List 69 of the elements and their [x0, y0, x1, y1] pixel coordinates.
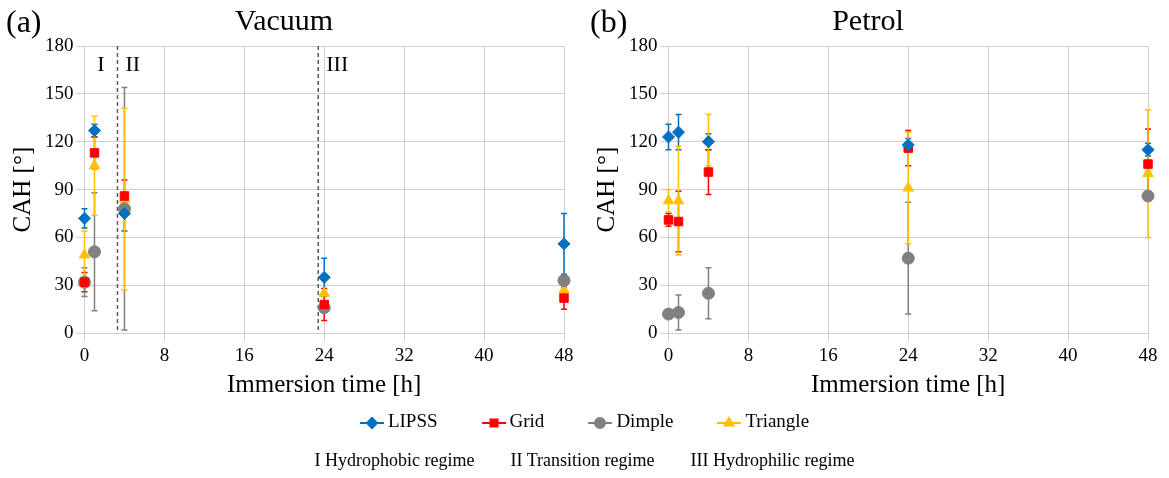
y-tick-label: 90	[54, 177, 74, 199]
point	[317, 270, 331, 284]
x-tick-label: 16	[234, 343, 254, 365]
y-tick-label: 0	[64, 321, 74, 343]
y-tick-label: 150	[45, 81, 74, 103]
point	[557, 237, 571, 251]
legend-label: Grid	[509, 410, 545, 431]
x-tick-label: 40	[1058, 343, 1078, 365]
x-tick-label: 32	[394, 343, 414, 365]
text: II Transition regime	[510, 450, 655, 470]
x-tick-label: 24	[314, 343, 335, 365]
text: (a)	[6, 3, 42, 40]
y-tick-label: 180	[629, 33, 658, 55]
point	[673, 216, 684, 227]
y-tick-label: 30	[638, 273, 658, 295]
x-axis-title: Immersion time [h]	[811, 369, 1006, 397]
legend-label: Triangle	[745, 410, 810, 431]
y-tick-label: 120	[629, 129, 658, 151]
x-tick-label: 48	[554, 343, 574, 365]
x-tick-label: 24	[898, 343, 919, 365]
point	[78, 248, 91, 259]
y-tick-label: 60	[54, 225, 74, 247]
text: III Hydrophilic regime	[690, 450, 855, 470]
x-tick-label: 8	[743, 343, 754, 365]
chart-title: Petrol	[832, 2, 904, 36]
x-tick-label: 32	[978, 343, 998, 365]
x-tick-label: 8	[159, 343, 170, 365]
x-tick-label: 16	[818, 343, 838, 365]
ref-line-label: III	[326, 50, 349, 76]
y-tick-label: 60	[638, 225, 658, 247]
x-tick-label: 48	[1138, 343, 1158, 365]
y-tick-label: 120	[45, 129, 74, 151]
x-axis-title: Immersion time [h]	[227, 369, 422, 397]
point	[87, 245, 101, 259]
chart-title: Vacuum	[234, 2, 334, 36]
point	[701, 286, 715, 300]
ref-line-label: II	[125, 50, 141, 76]
point	[557, 274, 571, 288]
y-tick-label: 0	[648, 321, 658, 343]
y-tick-label: 150	[629, 81, 658, 103]
annotation: I	[97, 50, 105, 76]
y-tick-label: 30	[54, 273, 74, 295]
point	[1143, 159, 1153, 169]
point	[318, 286, 330, 297]
point	[319, 299, 329, 310]
y-tick-label: 90	[638, 177, 658, 199]
point	[89, 148, 100, 158]
point	[662, 194, 675, 205]
x-tick-label: 0	[79, 343, 90, 365]
x-tick-label: 40	[474, 343, 494, 365]
x-tick-label: 0	[663, 343, 674, 365]
point	[703, 167, 714, 177]
point	[902, 181, 914, 192]
point	[117, 207, 131, 221]
point	[672, 194, 685, 205]
point	[88, 159, 101, 170]
point	[1141, 189, 1155, 203]
point	[78, 211, 91, 225]
text: I Hydrophobic regime	[314, 450, 475, 470]
legend-label: LIPSS	[387, 410, 438, 431]
point	[671, 125, 685, 139]
y-axis-title: CAH [°]	[591, 146, 619, 233]
point	[901, 251, 915, 265]
point	[559, 293, 569, 303]
legend-label: Dimple	[616, 410, 674, 431]
y-axis-title: CAH [°]	[7, 146, 35, 233]
y-tick-label: 180	[45, 33, 74, 55]
text: (b)	[590, 3, 628, 40]
point	[671, 305, 685, 319]
